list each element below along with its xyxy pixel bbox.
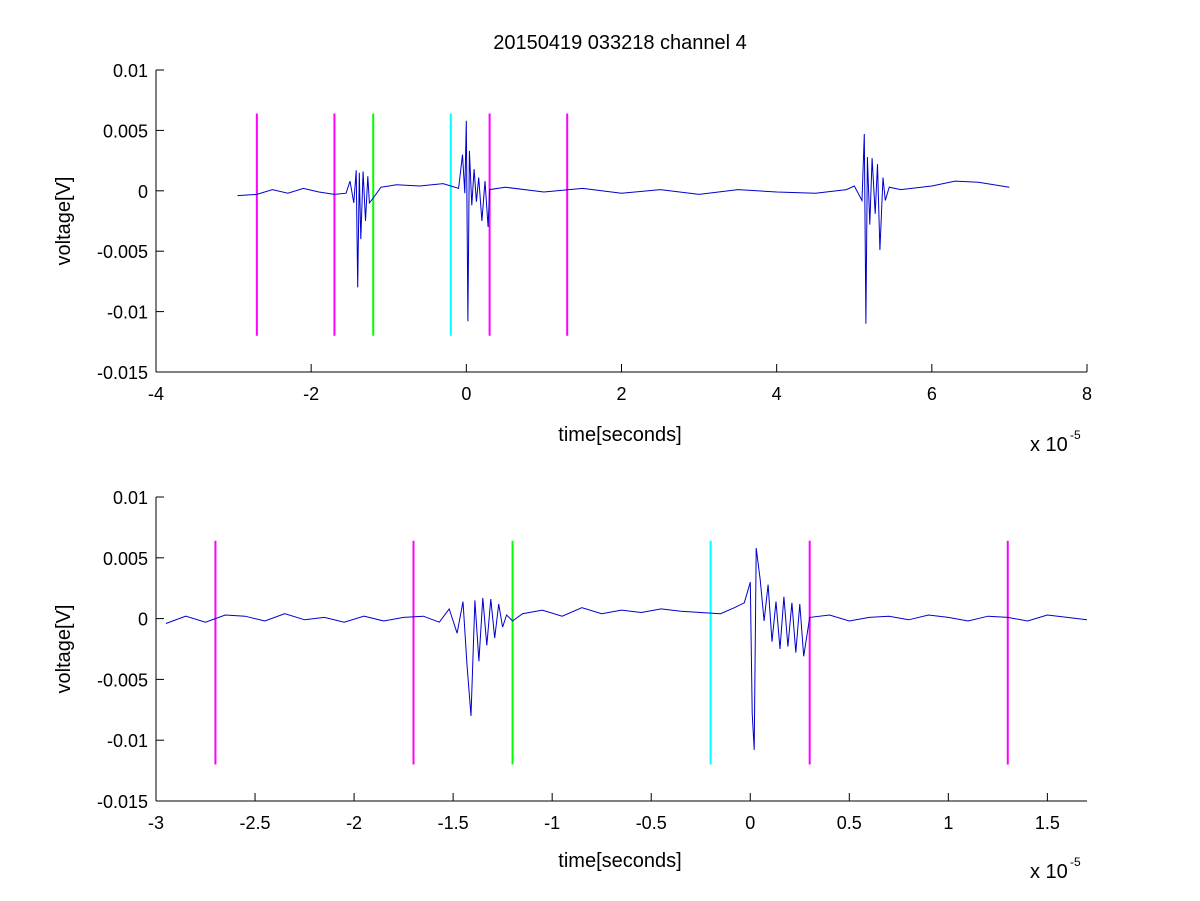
top-x-tick-label: -2 bbox=[303, 384, 319, 404]
bottom-x-axis-label: time[seconds] bbox=[558, 850, 681, 872]
top-x-tick-label: 2 bbox=[616, 384, 626, 404]
top-subplot: time[seconds] voltage[V] x 10 -5 -0.015-… bbox=[53, 61, 1092, 456]
top-x-tick-label: 6 bbox=[927, 384, 937, 404]
bottom-x-tick-label: 0 bbox=[745, 813, 755, 833]
bottom-x-tick-label: -1 bbox=[544, 813, 560, 833]
top-y-tick-label: -0.015 bbox=[97, 363, 148, 383]
top-x-tick-label: 8 bbox=[1082, 384, 1092, 404]
top-y-tick-label: -0.005 bbox=[97, 242, 148, 262]
top-x-tick-label: -4 bbox=[148, 384, 164, 404]
bottom-x-tick-label: -3 bbox=[148, 813, 164, 833]
bottom-x-exponent-label: x 10 bbox=[1030, 861, 1068, 883]
bottom-x-tick-label: 1.5 bbox=[1035, 813, 1060, 833]
bottom-x-tick-label: -2 bbox=[346, 813, 362, 833]
top-y-axis-label: voltage[V] bbox=[53, 177, 75, 266]
bottom-y-tick-label: 0.01 bbox=[113, 488, 148, 508]
bottom-subplot: time[seconds] voltage[V] x 10 -5 -0.015-… bbox=[53, 488, 1088, 883]
bottom-x-exponent-power: -5 bbox=[1070, 855, 1081, 869]
bottom-y-tick-label: -0.01 bbox=[107, 731, 148, 751]
bottom-x-tick-label: 0.5 bbox=[837, 813, 862, 833]
bottom-y-tick-label: 0 bbox=[138, 610, 148, 630]
top-signal-line bbox=[237, 120, 1010, 324]
top-x-exponent-label: x 10 bbox=[1030, 434, 1068, 456]
bottom-x-tick-label: -0.5 bbox=[636, 813, 667, 833]
top-y-tick-label: -0.01 bbox=[107, 303, 148, 323]
bottom-x-tick-label: -2.5 bbox=[240, 813, 271, 833]
bottom-signal-line bbox=[165, 548, 1088, 750]
top-y-tick-label: 0.005 bbox=[103, 121, 148, 141]
bottom-y-tick-label: 0.005 bbox=[103, 549, 148, 569]
top-y-tick-label: 0 bbox=[138, 182, 148, 202]
bottom-x-tick-label: 1 bbox=[943, 813, 953, 833]
top-x-axis-label: time[seconds] bbox=[558, 424, 681, 446]
top-x-exponent-power: -5 bbox=[1070, 428, 1081, 442]
bottom-y-tick-label: -0.005 bbox=[97, 670, 148, 690]
bottom-x-tick-label: -1.5 bbox=[438, 813, 469, 833]
top-x-tick-label: 4 bbox=[772, 384, 782, 404]
bottom-y-tick-label: -0.015 bbox=[97, 792, 148, 812]
bottom-y-axis-label: voltage[V] bbox=[53, 605, 75, 694]
top-y-tick-label: 0.01 bbox=[113, 61, 148, 81]
chart-title: 20150419 033218 channel 4 bbox=[493, 32, 747, 54]
top-x-tick-label: 0 bbox=[461, 384, 471, 404]
